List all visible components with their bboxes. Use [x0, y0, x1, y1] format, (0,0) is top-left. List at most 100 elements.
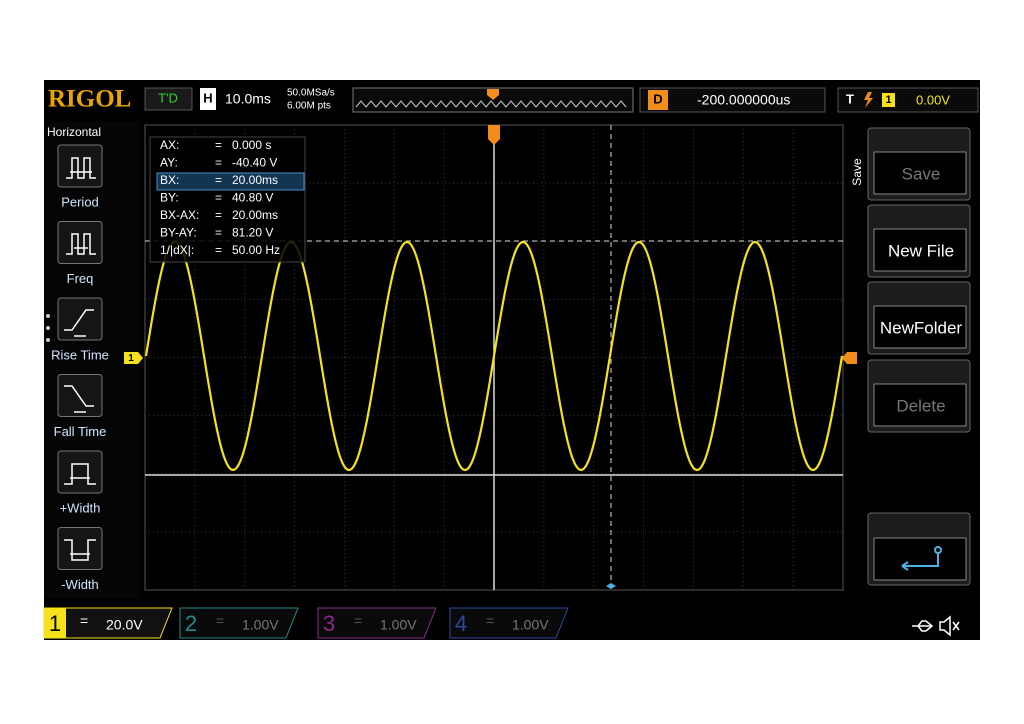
waveform [144, 240, 844, 472]
left-menu-items: Period Freq Rise Time Fall Time +Width -Width [46, 144, 109, 592]
menu-button[interactable] [57, 527, 103, 570]
back-button-face [873, 537, 967, 581]
status-box [144, 87, 193, 111]
channel-number-box [44, 608, 66, 638]
delay: -200.000000us [697, 92, 790, 108]
menu-button[interactable] [57, 374, 103, 417]
trigger-edge-icon [864, 92, 873, 108]
readout-value: 20.00ms [232, 173, 278, 187]
trigger-box [837, 87, 979, 113]
sample-rate: 50.0MSa/s [287, 88, 335, 99]
channel-tab[interactable] [317, 607, 437, 639]
timebase: 10.0ms [225, 91, 271, 107]
menu-page-dot [46, 326, 50, 330]
softkey-face [873, 305, 967, 349]
readout-value: 40.80 V [232, 191, 273, 205]
readout-value: 50.00 Hz [232, 243, 280, 257]
menu-button[interactable] [57, 450, 103, 494]
menu-label: Rise Time [51, 347, 109, 362]
memory-depth: 6.00M pts [287, 101, 331, 112]
softkey-label: Delete [896, 396, 945, 415]
channel-coupling: = [486, 613, 494, 629]
readout-value: 81.20 V [232, 226, 273, 240]
logo: RIGOL [48, 86, 131, 113]
trigger-source: 1 [885, 94, 891, 106]
overview-trigger-marker [487, 89, 499, 100]
channel-tab[interactable] [449, 607, 569, 639]
softkey-label: Save [902, 164, 941, 183]
left-menu-title: Horizontal [47, 125, 101, 139]
menu-icon [66, 157, 96, 179]
readout-value: 0.000 s [232, 138, 271, 152]
readout-equals: = [215, 226, 222, 240]
delay-box [639, 87, 826, 113]
readout-value: 20.00ms [232, 208, 278, 222]
menu-icon [64, 539, 96, 561]
readout-label: 1/|dX|: [160, 243, 194, 257]
softkey-face [873, 228, 967, 272]
menu-label: +Width [60, 500, 101, 515]
readout-equals: = [215, 138, 222, 152]
right-menu-items: Save New File NewFolder Delete [867, 127, 971, 433]
channel-bar: 1 = 20.0V 2 = 1.00V 3 = 1.00V 4 = 1.00V [43, 607, 569, 639]
menu-button[interactable] [57, 221, 103, 264]
readout-rows: AX: = 0.000 s AY: = -40.40 V BX: = 20.00ms BY: = 40… [160, 138, 280, 257]
cursor-bx-marker [606, 583, 616, 589]
back-icon [901, 552, 939, 571]
channel-number: 1 [49, 611, 61, 636]
run-status: T'D [158, 90, 178, 105]
readout-label: BX: [160, 173, 179, 187]
channel-tab[interactable] [179, 607, 299, 639]
menu-page-dot [46, 338, 50, 342]
timebase-label: H [203, 90, 212, 105]
readout-label: BY-AY: [160, 226, 197, 240]
channel-coupling: = [80, 613, 88, 629]
channel-marker-label: 1 [128, 353, 134, 364]
timebase-label-box [200, 88, 216, 110]
menu-icon [64, 309, 94, 337]
readout-equals: = [215, 243, 222, 257]
menu-icon [64, 385, 94, 413]
channel-scale: 1.00V [512, 617, 549, 633]
channel-number: 2 [185, 611, 197, 636]
channel-coupling: = [354, 613, 362, 629]
cursor-readout [149, 136, 306, 263]
channel-number: 4 [455, 611, 467, 636]
channel-scale: 20.0V [106, 617, 143, 633]
mute-icon [939, 615, 960, 637]
menu-icon [66, 233, 96, 255]
softkey-label: New File [888, 241, 954, 260]
readout-equals: = [215, 208, 222, 222]
menu-label: Period [61, 194, 99, 209]
delay-label-box [648, 90, 668, 110]
trigger-position-marker [488, 125, 500, 145]
trigger-label: T [846, 91, 854, 106]
overview-wave [355, 100, 627, 108]
channel-marker [124, 352, 143, 364]
softkey-label: NewFolder [880, 318, 963, 337]
readout-label: BX-AX: [160, 208, 199, 222]
channel-coupling: = [216, 613, 224, 629]
readout-label: AY: [160, 156, 178, 170]
channel-scale: 1.00V [380, 617, 417, 633]
readout-value: -40.40 V [232, 156, 277, 170]
softkey-face [873, 383, 967, 427]
softkey-face [873, 151, 967, 195]
trigger-level-marker [842, 352, 857, 364]
menu-label: Fall Time [54, 424, 107, 439]
readout-equals: = [215, 191, 222, 205]
back-icon-dot [934, 546, 942, 554]
trigger-source-box [882, 93, 895, 107]
trigger-level: 0.00V [916, 92, 950, 107]
menu-label: -Width [61, 577, 99, 592]
readout-equals: = [215, 173, 222, 187]
menu-button[interactable] [57, 144, 103, 188]
menu-icon [64, 463, 96, 485]
delay-label: D [653, 91, 662, 106]
readout-highlight [156, 172, 305, 191]
readout-equals: = [215, 156, 222, 170]
channel-scale: 1.00V [242, 617, 279, 633]
usb-icon [912, 620, 934, 632]
